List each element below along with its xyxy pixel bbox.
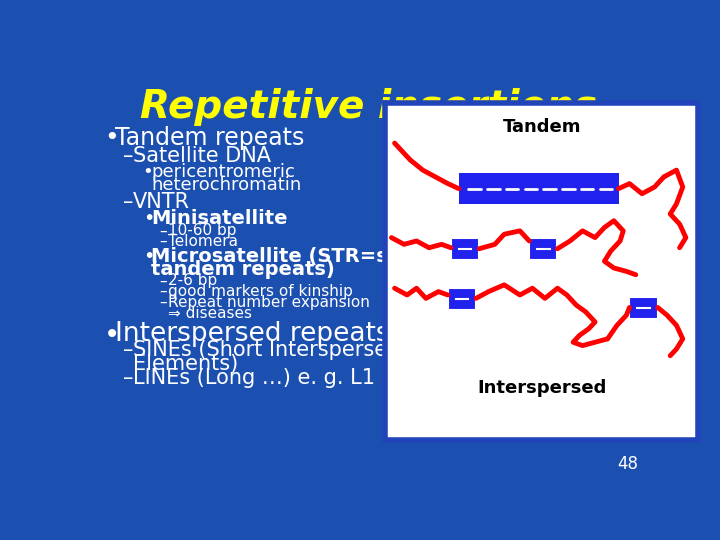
- Text: Minisatellite: Minisatellite: [151, 209, 288, 228]
- Text: Telomera: Telomera: [168, 234, 238, 249]
- Text: •: •: [143, 164, 153, 181]
- Text: 2-6 bp: 2-6 bp: [168, 273, 217, 288]
- Text: Tandem repeats: Tandem repeats: [114, 126, 304, 151]
- Text: Repetitive insertions: Repetitive insertions: [140, 88, 598, 126]
- Text: –: –: [122, 340, 133, 361]
- Text: –: –: [122, 146, 133, 166]
- Text: Elements): Elements): [132, 354, 238, 374]
- Text: ⇒ diseases: ⇒ diseases: [168, 306, 251, 321]
- Text: heterochromatin: heterochromatin: [151, 177, 302, 194]
- Text: Interspersed: Interspersed: [477, 379, 606, 397]
- Text: –: –: [159, 284, 166, 299]
- Text: –: –: [122, 368, 133, 388]
- Bar: [459, 173, 618, 204]
- Text: –: –: [159, 273, 166, 288]
- Text: –: –: [122, 192, 133, 212]
- Text: 48: 48: [618, 455, 639, 473]
- Text: Interspersed repeats:: Interspersed repeats:: [114, 321, 398, 347]
- Text: good markers of kinship: good markers of kinship: [168, 284, 352, 299]
- Bar: [451, 238, 480, 260]
- Text: Microsatellite (STR=short: Microsatellite (STR=short: [151, 247, 434, 266]
- Text: 10-60 bp: 10-60 bp: [168, 224, 236, 239]
- Text: •: •: [143, 209, 154, 228]
- Text: Satellite DNA: Satellite DNA: [132, 146, 271, 166]
- Text: •: •: [104, 321, 120, 349]
- Text: •: •: [104, 126, 119, 151]
- Bar: [529, 238, 557, 260]
- Text: –: –: [159, 295, 166, 310]
- Bar: [629, 296, 657, 319]
- Text: Tandem: Tandem: [503, 118, 581, 136]
- Text: SINEs (Short Interspersed: SINEs (Short Interspersed: [132, 340, 400, 361]
- Text: •: •: [143, 247, 154, 266]
- Text: LINEs (Long …) e. g. L1: LINEs (Long …) e. g. L1: [132, 368, 374, 388]
- Text: Repeat number expansion: Repeat number expansion: [168, 295, 369, 310]
- Text: VNTR: VNTR: [132, 192, 189, 212]
- Bar: [448, 288, 476, 310]
- Text: –: –: [159, 224, 166, 239]
- Text: pericentromeric: pericentromeric: [151, 164, 295, 181]
- Text: –: –: [159, 234, 166, 249]
- Text: tandem repeats): tandem repeats): [151, 260, 335, 279]
